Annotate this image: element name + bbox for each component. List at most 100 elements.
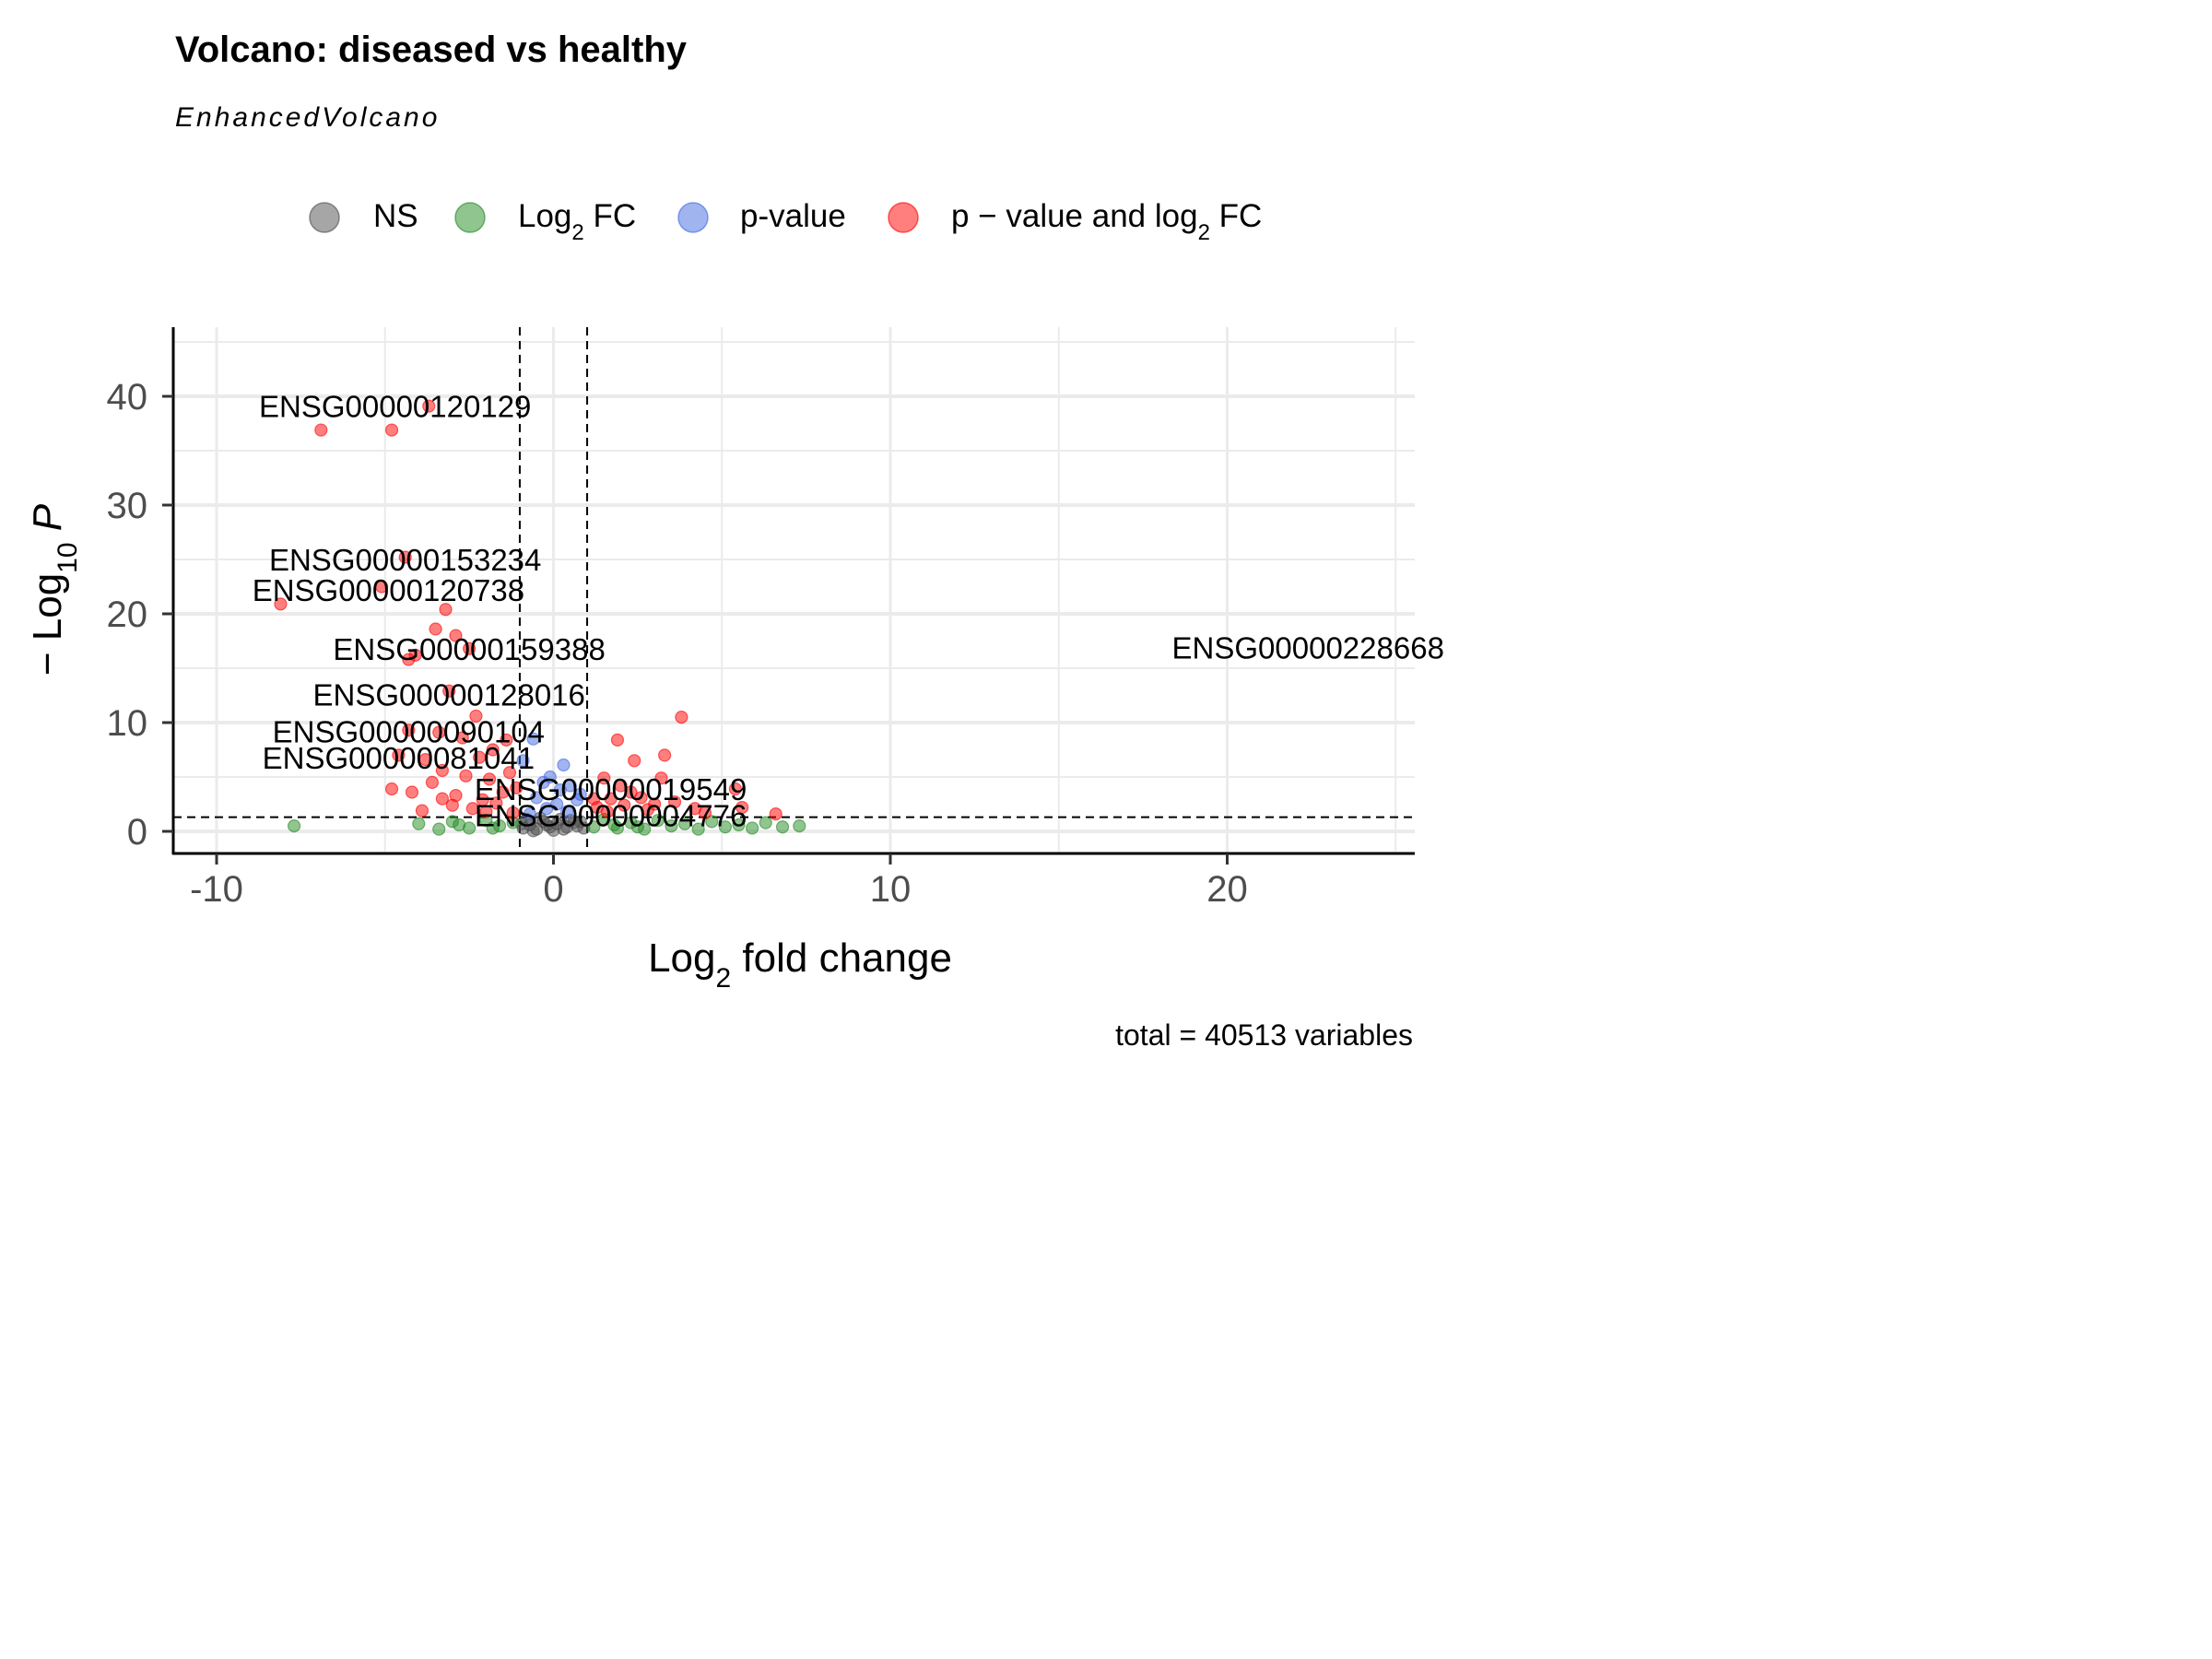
gene-label: ENSG00000120738 [253, 573, 524, 607]
point-ns [573, 815, 587, 829]
point-fc-p [439, 603, 453, 617]
axes: -10 0 10 20 0 10 20 30 40 [107, 327, 1415, 910]
point-fc-p [449, 629, 463, 642]
point-fc-p [698, 806, 712, 820]
point-fc-p [658, 748, 672, 762]
major-gridlines [173, 327, 1415, 852]
x-axis-label: Log2 fold change [648, 935, 952, 994]
legend-marker-fc [454, 202, 486, 233]
point-fc-p [614, 779, 628, 793]
point-fc-p [667, 795, 682, 809]
point-fc-p [432, 725, 446, 739]
gene-label: ENSG00000004776 [475, 798, 747, 832]
point-fc-p [392, 748, 406, 762]
point-fc-p [489, 796, 503, 810]
point-p [557, 758, 571, 772]
point-fc-p [374, 580, 389, 594]
point-fc-p [476, 793, 489, 806]
legend-label-ns: NS [373, 198, 418, 234]
point-fc-p [422, 399, 436, 413]
cutoff-lines [173, 327, 1415, 852]
point-fc-p [429, 622, 442, 636]
point-fc-p [425, 775, 440, 790]
point-fc [746, 821, 759, 835]
point-fc [287, 818, 301, 833]
y-tick-label: 10 [107, 703, 148, 744]
legend-label-fc-p: p − value and log2 FC [951, 198, 1262, 245]
y-axis-label: − Log10 P [25, 503, 83, 676]
point-fc [453, 818, 466, 832]
point-fc-p [274, 597, 288, 611]
point-fc-p [486, 743, 500, 757]
point-p [516, 754, 530, 768]
legend-marker-ns [309, 202, 340, 233]
point-fc-p [510, 781, 524, 794]
gene-label: ENSG00000120129 [259, 390, 531, 424]
x-tick-label: 0 [543, 869, 563, 910]
gene-label: ENSG00000019549 [475, 772, 747, 806]
y-tick-label: 20 [107, 594, 148, 635]
point-fc [775, 820, 790, 834]
point-fc-p [500, 733, 513, 747]
point-fc-p [402, 653, 416, 666]
point-fc [677, 817, 692, 830]
point-fc-p [415, 804, 429, 818]
point-fc-p [459, 769, 473, 782]
point-fc-p [445, 798, 459, 812]
point-fc-p [502, 766, 517, 780]
legend-marker-fc-p [888, 202, 919, 233]
point-fc-p [435, 792, 449, 806]
point-fc-p [728, 782, 742, 796]
point-fc-p [314, 423, 328, 437]
point-fc-p [604, 792, 618, 806]
point-p [540, 802, 554, 816]
point-fc-p [402, 724, 416, 737]
volcano-plot: Volcano: diseased vs healthy EnhancedVol… [25, 29, 1444, 1052]
point-fc [412, 817, 426, 830]
gene-label: ENSG00000090104 [273, 714, 545, 748]
gene-label: ENSG00000228668 [1172, 631, 1444, 665]
point-p [530, 791, 544, 805]
point-fc [759, 816, 772, 830]
series-fc-p [274, 399, 782, 821]
x-tick-label: 20 [1206, 869, 1248, 910]
point-p [523, 807, 537, 821]
chart-title: Volcano: diseased vs healthy [175, 29, 688, 70]
point-fc-p [384, 423, 399, 437]
caption: total = 40513 variables [1115, 1018, 1413, 1052]
point-fc-p [634, 791, 648, 805]
gene-label: ENSG00000159388 [333, 632, 605, 666]
gene-label: ENSG00000153234 [269, 543, 541, 577]
point-fc-p [610, 733, 625, 747]
point-fc [705, 815, 719, 829]
point-fc [718, 820, 733, 834]
point-fc-p [618, 798, 631, 812]
x-tick-label: 10 [870, 869, 912, 910]
point-fc-p [405, 785, 419, 799]
minor-gridlines [173, 327, 1415, 852]
point-fc [486, 821, 500, 835]
point-fc-p [472, 750, 487, 764]
gene-label: ENSG00000081041 [263, 741, 535, 775]
series-fc [287, 812, 806, 836]
series-ns [514, 811, 591, 838]
point-p [560, 805, 574, 818]
point-fc [793, 818, 806, 833]
point-fc-p [418, 753, 432, 767]
point-fc [587, 820, 601, 834]
point-fc-p [597, 771, 611, 785]
point-fc-p [648, 797, 662, 811]
gene-labels: ENSG00000120129ENSG00000153234ENSG000001… [253, 390, 1444, 833]
point-fc-p [435, 763, 449, 778]
y-tick-label: 30 [107, 486, 148, 526]
point-fc-p [506, 806, 520, 820]
point-fc-p [469, 709, 483, 724]
legend-label-fc: Log2 FC [518, 198, 636, 245]
point-fc [630, 820, 644, 834]
point-fc-p [384, 782, 399, 796]
point-ns [560, 820, 574, 834]
gene-label: ENSG00000128016 [312, 677, 584, 712]
point-fc-p [735, 800, 749, 815]
point-ns [526, 824, 540, 838]
point-fc [665, 818, 678, 833]
